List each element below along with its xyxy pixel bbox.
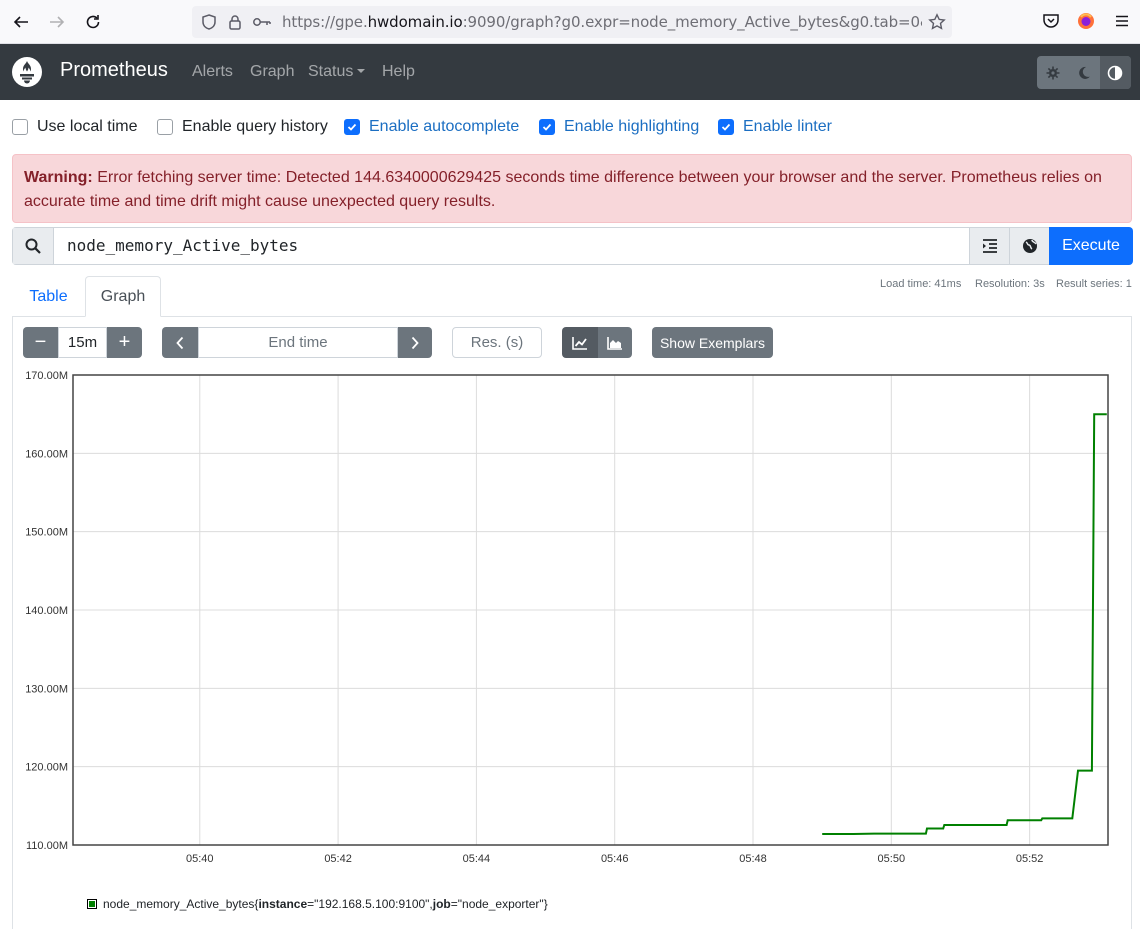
legend-brace: } — [543, 897, 548, 911]
firefox-account-icon[interactable] — [1077, 12, 1097, 32]
expression-input-group: node_memory_Active_bytes Execute — [12, 227, 1133, 265]
chevron-right-icon[interactable] — [398, 327, 432, 358]
legend-metric: node_memory_Active_bytes — [103, 897, 255, 911]
metrics-explorer-globe-icon[interactable] — [1009, 228, 1049, 264]
brand-name[interactable]: Prometheus — [60, 59, 168, 81]
resolution-input[interactable]: Res. (s) — [452, 327, 542, 358]
nav-alerts[interactable]: Alerts — [192, 63, 233, 80]
nav-graph[interactable]: Graph — [250, 63, 295, 80]
reload-icon[interactable] — [82, 11, 104, 33]
back-arrow-icon[interactable] — [10, 11, 32, 33]
option-label: Use local time — [37, 118, 138, 135]
shield-icon[interactable] — [200, 13, 218, 31]
tab-table[interactable]: Table — [29, 287, 68, 305]
legend-label-value: ="192.168.5.100:9100", — [307, 897, 433, 911]
option-label: Enable linter — [743, 118, 832, 135]
theme-toggle-group — [1037, 56, 1131, 89]
format-expression-icon[interactable] — [969, 228, 1009, 264]
legend-label-key: instance — [258, 897, 308, 911]
key-icon[interactable] — [252, 13, 271, 31]
option-label: Enable autocomplete — [369, 118, 520, 135]
caret-down-icon — [357, 69, 366, 73]
chevron-left-icon[interactable] — [162, 327, 198, 358]
checkbox-icon[interactable] — [12, 119, 28, 135]
bookmark-star-icon[interactable] — [928, 13, 946, 31]
search-icon — [13, 228, 54, 264]
browser-toolbar: https://gpe.hwdomain.io:9090/graph?g0.ex… — [0, 0, 1140, 44]
graph-panel — [12, 316, 1132, 929]
stacked-area-chart-icon[interactable] — [598, 327, 632, 358]
option-enable-highlighting[interactable]: Enable highlighting — [539, 116, 699, 138]
auto-theme-contrast-icon[interactable] — [1099, 56, 1131, 89]
forward-arrow-icon[interactable] — [46, 11, 68, 33]
resolution: Resolution: 3s — [975, 278, 1045, 290]
end-time-input[interactable]: End time — [198, 327, 398, 358]
lock-icon[interactable] — [226, 13, 244, 31]
tab-graph[interactable]: Graph — [85, 276, 161, 317]
nav-status[interactable]: Status — [308, 63, 366, 81]
checkbox-icon[interactable] — [157, 119, 173, 135]
warning-prefix: Warning: — [24, 169, 93, 186]
time-drift-warning: Warning: Error fetching server time: Det… — [12, 154, 1132, 223]
legend-label-value: ="node_exporter" — [450, 897, 544, 911]
warning-message: Error fetching server time: Detected 144… — [24, 169, 1102, 210]
option-label: Enable query history — [182, 118, 328, 135]
checkmark-icon[interactable] — [344, 119, 360, 135]
url-text[interactable]: https://gpe.hwdomain.io:9090/graph?g0.ex… — [282, 13, 922, 31]
execute-button[interactable]: Execute — [1049, 227, 1133, 265]
checkmark-icon[interactable] — [718, 119, 734, 135]
navbar: Prometheus Alerts Graph Status Help — [0, 44, 1140, 100]
dark-theme-moon-icon[interactable] — [1068, 56, 1099, 89]
legend-item[interactable]: node_memory_Active_bytes{instance ="192.1… — [87, 896, 548, 912]
legend-brace: { — [254, 897, 259, 911]
legend-swatch — [87, 899, 97, 909]
decrease-range-button[interactable]: − — [23, 327, 58, 358]
expression-input[interactable]: node_memory_Active_bytes — [67, 236, 299, 255]
load-time: Load time: 41ms — [880, 278, 962, 290]
increase-range-button[interactable]: + — [107, 327, 142, 358]
option-enable-autocomplete[interactable]: Enable autocomplete — [344, 116, 519, 138]
show-exemplars-button[interactable]: Show Exemplars — [652, 327, 773, 358]
hamburger-menu-icon[interactable] — [1113, 12, 1133, 32]
prometheus-logo-icon[interactable] — [12, 57, 42, 87]
light-theme-gear-icon[interactable] — [1037, 56, 1068, 89]
checkmark-icon[interactable] — [539, 119, 555, 135]
nav-help[interactable]: Help — [382, 63, 415, 80]
option-enable-query-history[interactable]: Enable query history — [157, 116, 328, 138]
legend-label-key: job — [432, 897, 451, 911]
url-bar[interactable]: https://gpe.hwdomain.io:9090/graph?g0.ex… — [192, 6, 952, 38]
option-use-local-time[interactable]: Use local time — [12, 116, 137, 138]
line-chart-icon[interactable] — [562, 327, 598, 358]
range-input[interactable]: 15m — [58, 327, 107, 358]
nav-status-label: Status — [308, 63, 354, 80]
pocket-icon[interactable] — [1042, 12, 1062, 32]
option-enable-linter[interactable]: Enable linter — [718, 116, 832, 138]
option-label: Enable highlighting — [564, 118, 700, 135]
result-series: Result series: 1 — [1056, 278, 1132, 290]
